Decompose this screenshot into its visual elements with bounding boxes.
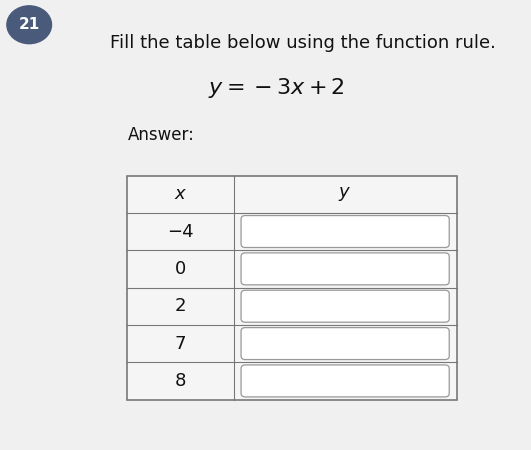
- Text: $y=-3x+2$: $y=-3x+2$: [208, 76, 345, 100]
- Text: 2: 2: [175, 297, 186, 315]
- Text: $x$: $x$: [174, 185, 187, 203]
- Text: 8: 8: [175, 372, 186, 390]
- Text: 21: 21: [19, 17, 40, 32]
- Text: 0: 0: [175, 260, 186, 278]
- Text: Answer:: Answer:: [127, 126, 194, 144]
- Text: −4: −4: [167, 222, 194, 240]
- Text: Fill the table below using the function rule.: Fill the table below using the function …: [110, 34, 495, 52]
- Text: 7: 7: [175, 335, 186, 353]
- Text: $y$: $y$: [338, 185, 352, 203]
